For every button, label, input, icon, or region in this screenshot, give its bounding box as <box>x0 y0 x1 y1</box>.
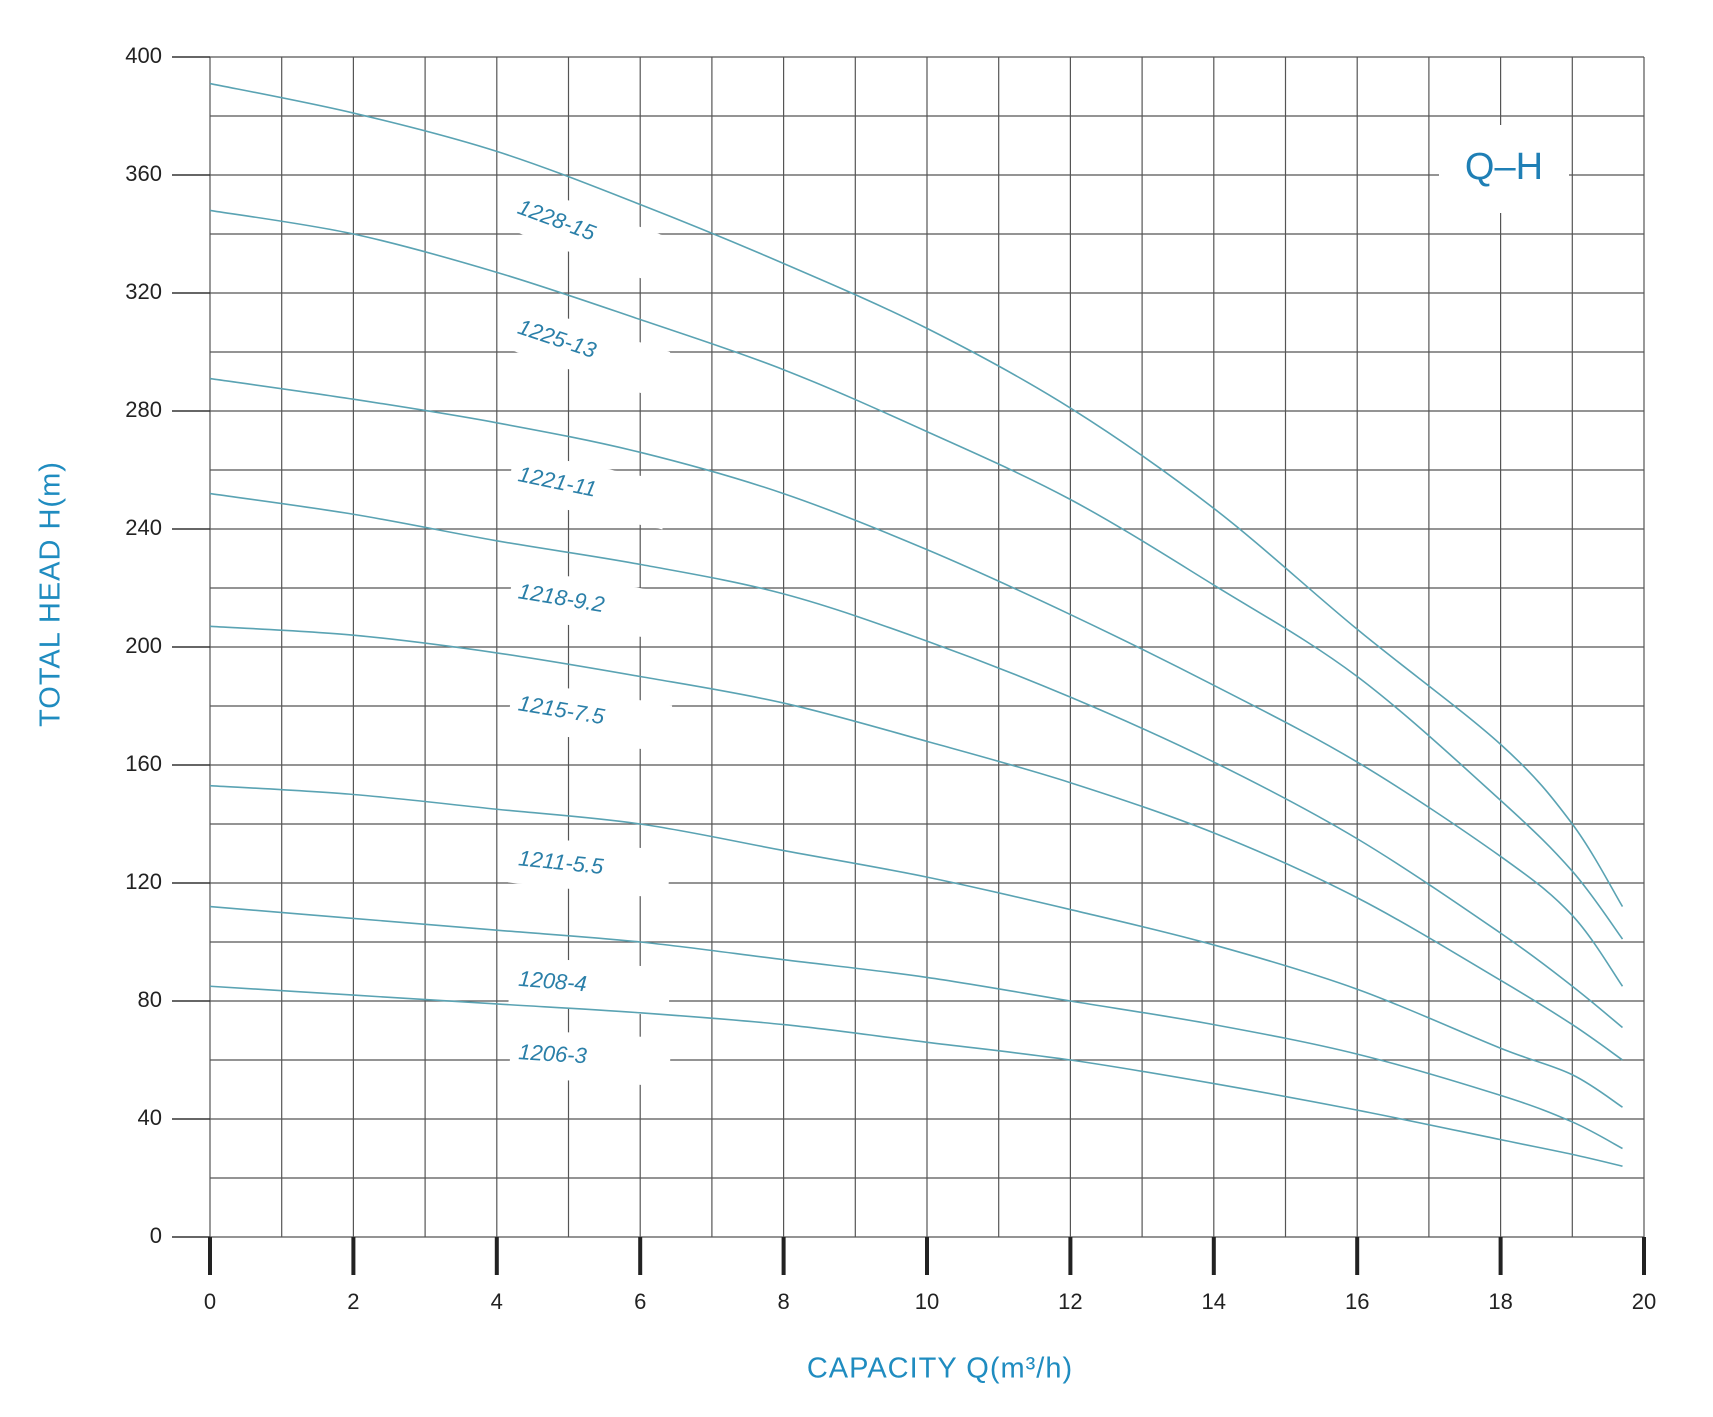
label-box <box>508 955 672 1017</box>
label-box <box>507 834 672 899</box>
label-box <box>503 302 671 398</box>
x-tick-label: 18 <box>1488 1289 1512 1314</box>
y-tick-label: 280 <box>125 397 162 422</box>
curve <box>209 377 1624 987</box>
y-tick-label: 240 <box>125 515 162 540</box>
label-box <box>508 1028 672 1087</box>
y-tick-label: 40 <box>138 1105 162 1130</box>
curve-label-group: 1225-13 <box>503 302 671 398</box>
curve <box>209 625 1623 1061</box>
y-tick-label: 360 <box>125 161 162 186</box>
x-tick-label: 16 <box>1345 1289 1369 1314</box>
y-tick-label: 80 <box>138 987 162 1012</box>
x-tick-label: 0 <box>204 1289 216 1314</box>
curve <box>209 784 1623 1108</box>
curve <box>209 82 1624 908</box>
curve-label-group: 1211-5.5 <box>507 834 672 899</box>
y-tick-label: 0 <box>150 1223 162 1248</box>
y-tick-label: 200 <box>125 633 162 658</box>
y-tick-label: 120 <box>125 869 162 894</box>
x-tick-label: 12 <box>1058 1289 1082 1314</box>
x-tick-label: 2 <box>347 1289 359 1314</box>
y-axis-title: TOTAL HEAD H(m) <box>35 461 67 727</box>
chart-title: Q–H <box>1465 146 1543 188</box>
curve-label: 1206-3 <box>518 1039 589 1068</box>
y-tick-label: 400 <box>125 43 162 68</box>
x-tick-label: 20 <box>1632 1289 1656 1314</box>
x-tick-label: 6 <box>634 1289 646 1314</box>
curve-label-group: 1206-3 <box>508 1028 672 1087</box>
curve-label: 1208-4 <box>517 966 587 997</box>
x-tick-label: 4 <box>491 1289 503 1314</box>
curve-label-group: 1218-9.2 <box>506 567 673 641</box>
y-tick-label: 320 <box>125 279 162 304</box>
x-tick-label: 8 <box>777 1289 789 1314</box>
curve-label-group: 1221-11 <box>505 450 673 530</box>
y-tick-label: 160 <box>125 751 162 776</box>
label-box <box>505 450 673 530</box>
curve-label-group: 1208-4 <box>508 955 672 1017</box>
grid <box>209 56 1645 1238</box>
curve-label-group: 1228-15 <box>502 182 670 283</box>
x-axis-title: CAPACITY Q(m³/h) <box>807 1353 1073 1385</box>
curve <box>209 209 1624 940</box>
curve <box>209 905 1623 1150</box>
curve <box>209 492 1623 1029</box>
label-box <box>506 679 673 753</box>
x-tick-label: 14 <box>1202 1289 1226 1314</box>
label-box <box>506 567 673 641</box>
label-box <box>502 182 670 283</box>
curve <box>209 985 1623 1167</box>
title-box <box>1439 125 1569 213</box>
curve-label-group: 1215-7.5 <box>506 679 673 753</box>
x-tick-label: 10 <box>915 1289 939 1314</box>
